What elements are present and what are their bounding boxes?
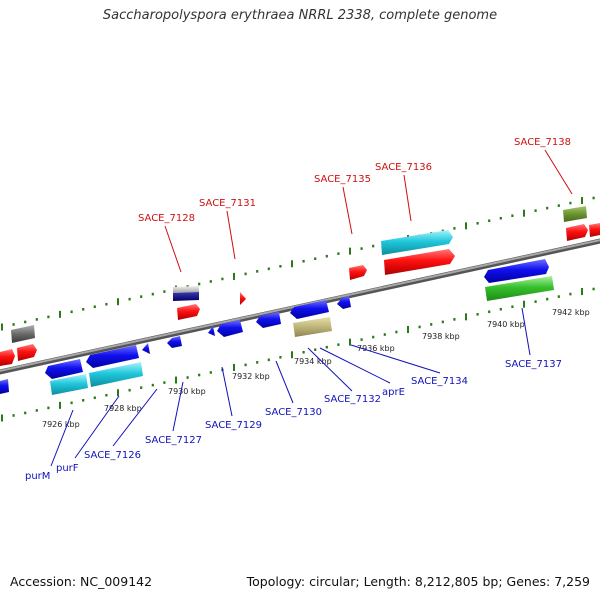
leader-line (172, 381, 184, 432)
gene-label: SACE_7135 (314, 174, 371, 185)
gene-arrow (566, 224, 588, 241)
leader-line (544, 149, 573, 195)
gene-arrow (240, 292, 246, 305)
genome-stats-text: Topology: circular; Length: 8,212,805 bp… (246, 574, 590, 589)
gene-label: SACE_7137 (505, 359, 562, 370)
leader-line (403, 174, 412, 222)
leader-line (342, 186, 353, 235)
scale-tick-label: 7934 kbp (294, 357, 332, 366)
gene-label: SACE_7134 (411, 376, 468, 387)
gene-arrow (17, 344, 37, 361)
gene-arrow (384, 249, 455, 275)
gene-block (563, 206, 587, 222)
gene-arrow (86, 345, 139, 368)
gene-label: SACE_7138 (514, 137, 571, 148)
leader-line (50, 409, 74, 467)
gene-arrow (217, 320, 243, 337)
gene-arrow (484, 259, 549, 283)
gene-arrow (337, 296, 351, 309)
leader-line (319, 347, 391, 384)
gene-arrow (177, 304, 200, 320)
leader-line (350, 344, 441, 374)
scale-tick-label: 7940 kbp (487, 320, 525, 329)
scale-tick-label: 7930 kbp (168, 387, 206, 396)
leader-line (226, 210, 236, 260)
leader-line (275, 360, 294, 404)
gene-arrow (11, 325, 35, 343)
gene-label: SACE_7130 (265, 407, 322, 418)
gene-arrow (290, 300, 329, 319)
gene-block (485, 276, 554, 301)
gene-label: aprE (382, 387, 405, 398)
scale-tick-label: 7942 kbp (552, 308, 590, 317)
leader-line (112, 388, 158, 447)
gene-label: SACE_7126 (84, 450, 141, 461)
gene-block (173, 292, 199, 301)
gene-block (293, 317, 332, 337)
gene-label: SACE_7128 (138, 213, 195, 224)
gene-arrow (381, 230, 453, 255)
gene-label: SACE_7131 (199, 198, 256, 209)
label-leader-lines (50, 149, 573, 467)
gene-arrow (349, 265, 367, 280)
gene-labels: SACE_7128 SACE_7131 SACE_7135 SACE_7136 SACE… (25, 137, 571, 482)
scale-tick-label: 7928 kbp (104, 404, 142, 413)
leader-line (307, 347, 353, 392)
gene-block (173, 286, 199, 293)
gene-arrow (142, 343, 150, 354)
map-title: Saccharopolyspora erythraea NRRL 2338, c… (102, 8, 498, 23)
gene-label: SACE_7129 (205, 420, 262, 431)
gene-label: SACE_7132 (324, 394, 381, 405)
scale-labels: 7926 kbp 7928 kbp 7930 kbp 7932 kbp 7934 kbp… (42, 308, 590, 429)
gene-label: purF (56, 463, 79, 474)
leader-line (74, 395, 120, 459)
leader-line (221, 366, 233, 417)
gene-arrow (208, 326, 215, 336)
gene-block (89, 362, 143, 387)
gene-arrow (0, 349, 15, 366)
gene-arrow (167, 336, 182, 348)
scale-tick-label: 7938 kbp (422, 332, 460, 341)
gene-label: purM (25, 471, 50, 482)
leader-line (164, 225, 182, 273)
gene-arrow (45, 359, 83, 379)
gene-block (589, 223, 600, 237)
gene-block (50, 374, 88, 395)
gene-label: SACE_7127 (145, 435, 202, 446)
leader-line (521, 307, 531, 356)
scale-tick-label: 7936 kbp (357, 344, 395, 353)
scale-tick-label: 7932 kbp (232, 372, 270, 381)
scale-tick-label: 7926 kbp (42, 420, 80, 429)
gene-arrow (256, 312, 281, 328)
accession-text: Accession: NC_009142 (10, 574, 153, 589)
gene-arrow (0, 379, 9, 394)
reverse-strand-ticks (1, 287, 595, 422)
gene-features (0, 206, 600, 395)
gene-label: SACE_7136 (375, 162, 432, 173)
